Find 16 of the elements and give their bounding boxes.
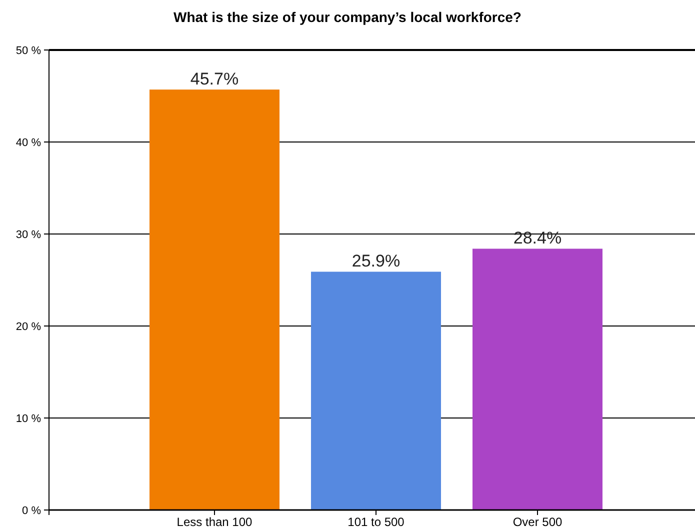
data-label: 25.9%: [352, 252, 400, 271]
bar: [150, 90, 280, 510]
y-tick-label: 0 %: [22, 504, 42, 517]
x-tick-label: 101 to 500: [348, 515, 405, 529]
x-tick-label: Over 500: [512, 515, 563, 529]
data-label: 28.4%: [513, 228, 562, 248]
y-tick-label: 20 %: [16, 320, 42, 333]
y-tick-label: 10 %: [16, 412, 42, 425]
bar: [311, 272, 441, 510]
bar: [472, 248, 602, 510]
x-tick-label: Less than 100: [176, 515, 253, 529]
y-tick-label: 40 %: [16, 136, 42, 149]
y-tick-label: 50 %: [16, 44, 42, 57]
data-label: 45.7%: [190, 70, 239, 89]
y-tick-label: 30 %: [16, 228, 42, 241]
chart-title: What is the size of your company’s local workforce?: [173, 9, 522, 25]
